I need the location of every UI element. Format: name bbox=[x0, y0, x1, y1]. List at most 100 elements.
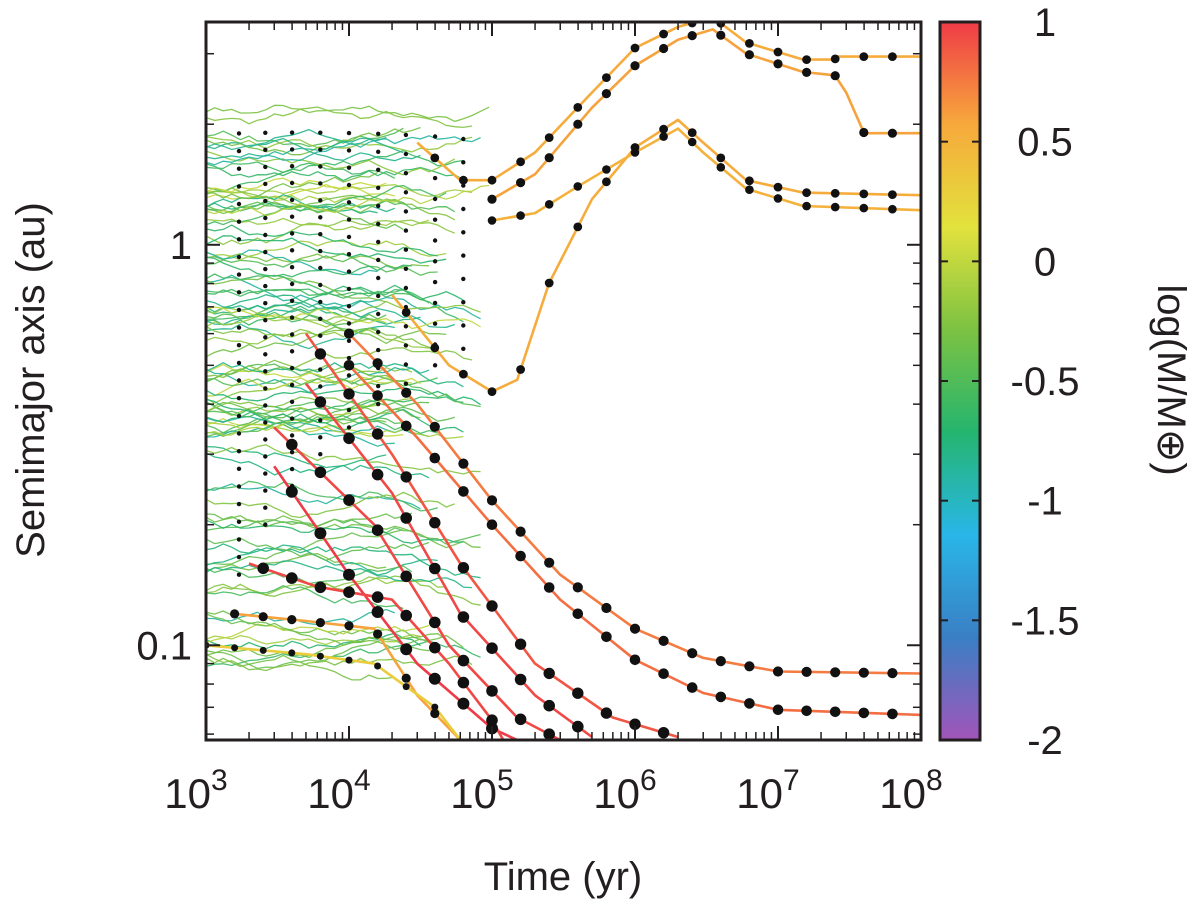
series-line bbox=[348, 332, 921, 675]
series-marker bbox=[772, 704, 784, 716]
swarm-body-marker bbox=[376, 221, 381, 227]
swarm-track bbox=[206, 256, 412, 278]
swarm-body-marker bbox=[403, 209, 409, 214]
swarm-body-marker bbox=[432, 217, 438, 222]
series-marker bbox=[343, 586, 355, 598]
swarm-body-marker bbox=[376, 131, 381, 136]
swarm-track bbox=[206, 415, 395, 447]
swarm-track bbox=[206, 361, 464, 388]
swarm-body-marker bbox=[263, 215, 268, 221]
series-marker bbox=[659, 124, 668, 134]
series-marker bbox=[371, 468, 384, 481]
swarm-body-marker bbox=[461, 253, 466, 258]
swarm-body-marker bbox=[318, 198, 323, 203]
series-marker bbox=[230, 609, 240, 619]
series-marker bbox=[544, 133, 554, 143]
swarm-body-marker bbox=[376, 329, 381, 335]
swarm-track bbox=[206, 252, 430, 269]
series-marker bbox=[343, 432, 355, 445]
series-marker bbox=[802, 55, 811, 64]
swarm-body-marker bbox=[263, 386, 268, 391]
series-marker bbox=[830, 667, 841, 678]
series-marker bbox=[887, 128, 898, 138]
swarm-track bbox=[206, 560, 473, 589]
series-marker bbox=[458, 486, 469, 497]
swarm-body-marker bbox=[236, 413, 242, 419]
x-tick-label: 104 bbox=[307, 764, 370, 817]
swarm-track bbox=[206, 106, 473, 129]
colorbar-tick-label: -1.5 bbox=[1011, 599, 1080, 643]
swarm-body-marker bbox=[346, 130, 352, 136]
swarm-track bbox=[206, 519, 464, 544]
series-marker bbox=[744, 698, 755, 709]
swarm-track bbox=[206, 235, 447, 264]
swarm-body-marker bbox=[236, 237, 242, 242]
series-marker bbox=[314, 527, 327, 540]
swarm-body-marker bbox=[263, 522, 268, 527]
swarm-track bbox=[206, 314, 387, 328]
swarm-body-marker bbox=[236, 360, 242, 366]
series-marker bbox=[486, 642, 498, 654]
swarm-track bbox=[206, 326, 447, 358]
series-line bbox=[206, 644, 462, 740]
series-marker bbox=[514, 713, 527, 726]
swarm-body-marker bbox=[263, 283, 268, 289]
swarm-body-marker bbox=[318, 265, 323, 271]
swarm-body-marker bbox=[263, 403, 268, 408]
x-tick-label: 108 bbox=[879, 764, 942, 817]
swarm-body-marker bbox=[289, 315, 295, 320]
swarm-body-marker bbox=[376, 383, 381, 389]
series-marker bbox=[859, 203, 869, 213]
series-marker bbox=[630, 61, 640, 71]
swarm-track bbox=[206, 201, 404, 230]
swarm-body-marker bbox=[236, 396, 242, 401]
series-marker bbox=[457, 562, 470, 574]
swarm-body-marker bbox=[318, 367, 323, 372]
swarm-body-marker bbox=[318, 316, 323, 321]
swarm-body-marker bbox=[289, 332, 295, 337]
swarm-track bbox=[206, 136, 387, 160]
swarm-body-marker bbox=[289, 399, 295, 404]
series-marker bbox=[459, 175, 468, 185]
swarm-body-marker bbox=[289, 164, 295, 169]
swarm-body-marker bbox=[263, 164, 268, 170]
series-marker bbox=[544, 557, 555, 568]
series-marker bbox=[429, 641, 441, 654]
swarm-body-marker bbox=[318, 333, 323, 338]
series-marker bbox=[887, 668, 898, 679]
series-marker bbox=[401, 673, 411, 683]
series-marker bbox=[600, 707, 613, 719]
swarm-body-marker bbox=[376, 293, 381, 299]
swarm-body-marker bbox=[236, 201, 242, 207]
series-marker bbox=[830, 71, 840, 81]
swarm-track bbox=[206, 396, 464, 424]
series-marker bbox=[429, 452, 441, 464]
swarm-track bbox=[206, 396, 421, 419]
series-marker bbox=[257, 562, 270, 575]
swarm-body-marker bbox=[318, 452, 323, 457]
swarm-body-marker bbox=[318, 232, 323, 237]
swarm-body-marker bbox=[346, 148, 352, 153]
series-marker bbox=[400, 643, 413, 656]
series-marker bbox=[344, 621, 354, 631]
swarm-body-marker bbox=[236, 466, 242, 471]
series-marker bbox=[601, 602, 612, 614]
swarm-body-marker bbox=[318, 299, 323, 305]
swarm-body-marker bbox=[376, 239, 381, 245]
series-marker bbox=[287, 615, 297, 625]
swarm-body-marker bbox=[432, 175, 438, 181]
series-marker bbox=[486, 495, 498, 506]
swarm-body-marker bbox=[376, 149, 381, 154]
swarm-body-marker bbox=[289, 433, 295, 438]
swarm-body-marker bbox=[318, 181, 323, 186]
swarm-body-marker bbox=[263, 301, 268, 306]
colorbar-title: log(M/M⊕) bbox=[1149, 284, 1193, 475]
series-marker bbox=[314, 466, 327, 479]
swarm-body-marker bbox=[318, 282, 323, 288]
series-marker bbox=[772, 666, 784, 677]
x-tick-label: 105 bbox=[450, 764, 513, 817]
series-marker bbox=[687, 137, 697, 147]
swarm-track bbox=[206, 184, 490, 217]
series-marker bbox=[486, 714, 498, 726]
